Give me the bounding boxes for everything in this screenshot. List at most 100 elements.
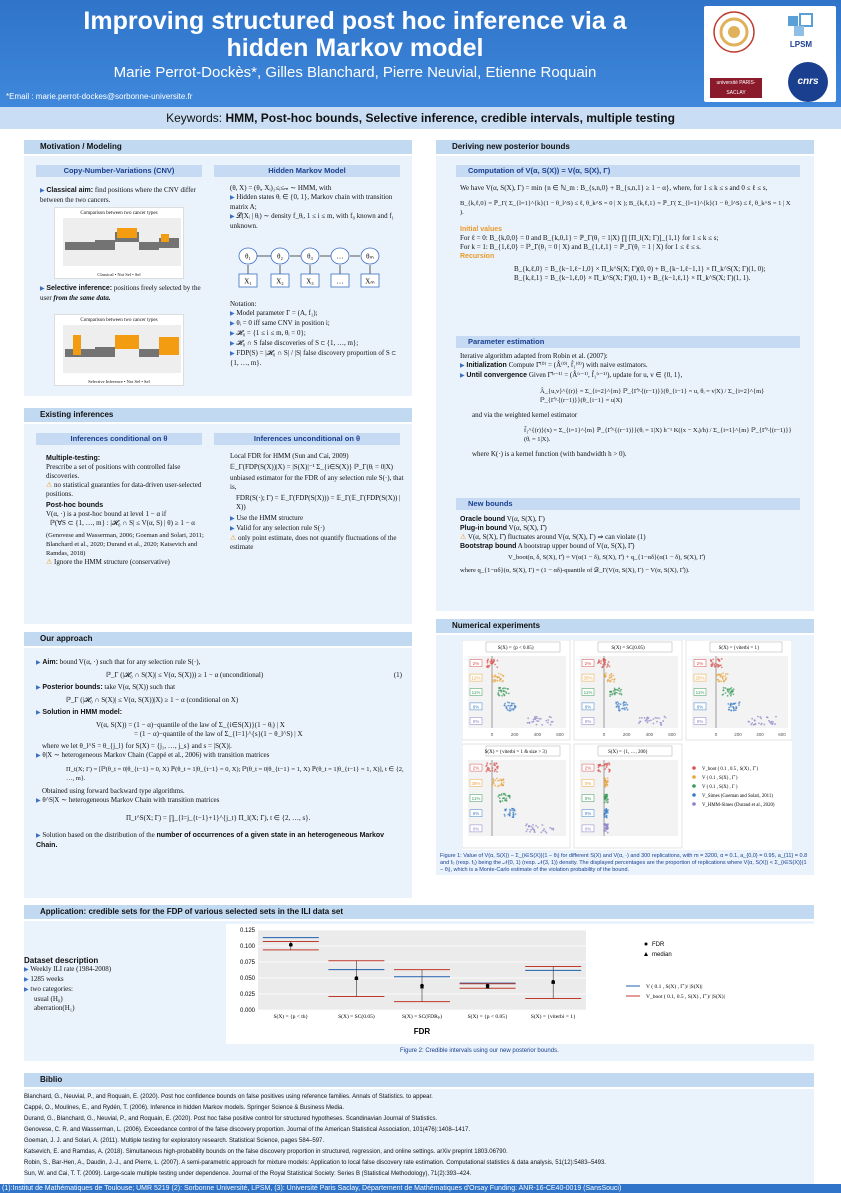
computation-text: We have V(α, S(X), Γ) = min {n ∈ ℕ_m : B…: [460, 184, 791, 282]
replication-point: [504, 815, 506, 817]
section-biblio-head: Biblio: [24, 1073, 814, 1087]
violation-pct: 0%: [585, 781, 592, 786]
replication-point: [608, 676, 611, 679]
replication-point: [548, 715, 551, 718]
replication-point: [606, 762, 609, 765]
replication-point: [608, 762, 610, 764]
replication-point: [513, 707, 516, 710]
keywords-text: HMM, Post-hoc bounds, Selective inferenc…: [225, 111, 675, 125]
replication-point: [513, 702, 515, 705]
replication-point: [507, 704, 510, 707]
x-category-label: S(X) = {viterbi = 1}: [531, 1013, 576, 1020]
replication-point: [613, 692, 616, 695]
uncond-head: Inferences unconditional on θ: [214, 433, 400, 445]
hmm-state-node: [300, 247, 320, 265]
section-application-head: Application: credible sets for the FDP o…: [24, 905, 814, 919]
replication-point: [603, 823, 606, 826]
replication-point: [597, 764, 600, 766]
violation-pct: 2%: [473, 766, 480, 771]
replication-point: [501, 687, 504, 690]
violation-pct: 11%: [584, 690, 593, 695]
replication-point: [504, 794, 507, 797]
replication-point: [511, 807, 514, 810]
replication-point: [493, 679, 496, 682]
warning-icon: ⚠: [46, 481, 53, 489]
replication-point: [541, 824, 544, 826]
replication-point: [715, 675, 718, 678]
biblio-item: Durand, G., Blanchard, G., Neuvial, P., …: [24, 1116, 438, 1122]
violation-badge: [469, 673, 483, 682]
replication-point: [603, 781, 606, 784]
replication-point: [510, 708, 513, 711]
replication-point: [600, 660, 602, 662]
replication-point: [611, 693, 613, 696]
replication-point: [728, 706, 730, 709]
replication-point: [492, 680, 494, 683]
replication-point: [496, 676, 499, 678]
replication-point: [618, 705, 620, 708]
keywords-label: Keywords:: [166, 111, 223, 125]
replication-point: [710, 665, 713, 667]
violation-pct: 6%: [585, 704, 592, 709]
biblio-item: Robin, S., Bar-Hen, A., Daudin, J.-J., a…: [24, 1160, 606, 1166]
replication-point: [754, 723, 756, 726]
violation-pct: 38%: [471, 781, 480, 786]
panel-title: S(X) = {1, …, 200}: [608, 750, 648, 755]
biblio-item: Goeman, J. J. and Solari, A. (2011). Mul…: [24, 1138, 325, 1144]
replication-point: [487, 658, 490, 661]
approach-panel: [24, 648, 412, 898]
hmm-state-node: [270, 247, 290, 265]
replication-point: [607, 660, 610, 663]
replication-point: [618, 687, 621, 690]
plot-area: [580, 760, 678, 836]
replication-point: [728, 692, 731, 695]
replication-point: [512, 812, 515, 815]
replication-point: [607, 798, 609, 801]
replication-point: [499, 678, 502, 681]
replication-point: [502, 797, 505, 800]
replication-point: [714, 662, 717, 665]
replication-point: [770, 720, 773, 723]
replication-point: [713, 663, 716, 666]
replication-point: [662, 720, 665, 722]
median-marker: [551, 979, 556, 984]
replication-point: [499, 689, 502, 692]
hmm-obs-node: [270, 273, 290, 288]
replication-point: [499, 679, 501, 682]
replication-point: [599, 763, 602, 766]
hmm-state-label: θ₂: [277, 253, 283, 261]
replication-point: [604, 661, 607, 664]
replication-point: [724, 692, 727, 694]
replication-point: [623, 703, 625, 706]
replication-point: [608, 763, 611, 766]
replication-point: [622, 707, 624, 710]
replication-point: [528, 721, 531, 724]
replication-point: [501, 694, 503, 697]
violation-pct: 0%: [473, 826, 480, 831]
legend-boot: V_boot ( 0.1, 0.5 , S(X) , Γ̂ )/ |S(X)|: [646, 993, 725, 1000]
approach-text: ▶ Aim: bound V(α, ·) such that for any s…: [36, 658, 404, 849]
biblio-item: Blanchard, G., Neuvial, P., and Roquain,…: [24, 1094, 433, 1100]
panel-strip: [485, 641, 561, 653]
newbounds-text: Oracle bound V(α, S(X), Γ) Plug-in bound…: [460, 515, 706, 574]
deriving-panel: [436, 156, 814, 611]
replication-point: [733, 702, 736, 705]
replication-point: [618, 692, 621, 695]
replication-point: [537, 720, 540, 723]
replication-point: [727, 703, 730, 705]
violation-pct: 11%: [472, 690, 481, 695]
replication-point: [658, 717, 660, 720]
replication-point: [532, 720, 535, 723]
replication-point: [531, 826, 534, 829]
replication-point: [499, 801, 502, 803]
replication-point: [492, 777, 495, 780]
violation-pct: 0%: [585, 796, 592, 801]
param-text: Iterative algorithm adapted from Robin e…: [460, 352, 792, 458]
replication-point: [514, 813, 517, 816]
replication-point: [597, 769, 599, 772]
cnv-scatter-2: [63, 325, 181, 373]
violation-badge: [581, 809, 595, 817]
hmm-obs-label: X₂: [276, 278, 284, 286]
replication-point: [615, 706, 618, 708]
replication-point: [719, 675, 722, 678]
